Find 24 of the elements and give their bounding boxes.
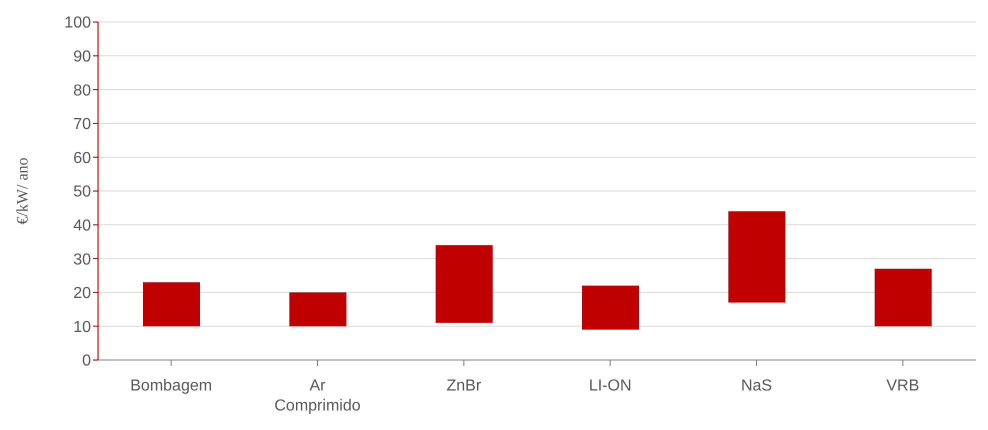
- bar: [143, 282, 200, 326]
- x-tick-label: NaS: [740, 377, 772, 394]
- x-tick-label: VRB: [886, 377, 920, 394]
- y-tick-label: 30: [73, 251, 92, 268]
- bar: [582, 286, 639, 330]
- y-tick-label: 100: [64, 14, 92, 32]
- y-tick-label: 0: [82, 352, 92, 370]
- y-tick-label: 60: [73, 150, 92, 167]
- bar: [874, 268, 932, 326]
- y-tick-label: 20: [73, 285, 92, 302]
- x-tick-label: LI-ON: [588, 377, 632, 394]
- y-tick-label: 70: [73, 116, 92, 134]
- bar: [289, 292, 346, 326]
- y-tick-label: 40: [73, 217, 92, 234]
- y-tick-label: 10: [73, 318, 92, 336]
- x-tick-label: Bombagem: [130, 377, 212, 394]
- y-tick-label: 50: [73, 184, 92, 201]
- bar: [436, 245, 493, 323]
- y-axis-title: €/kW/ ano: [14, 157, 32, 225]
- bar: [728, 211, 786, 303]
- x-tick-label: ZnBr: [446, 377, 482, 394]
- y-tick-label: 90: [73, 48, 92, 66]
- y-tick-label: 80: [73, 82, 92, 100]
- x-tick-label: Ar Comprimido: [274, 377, 361, 414]
